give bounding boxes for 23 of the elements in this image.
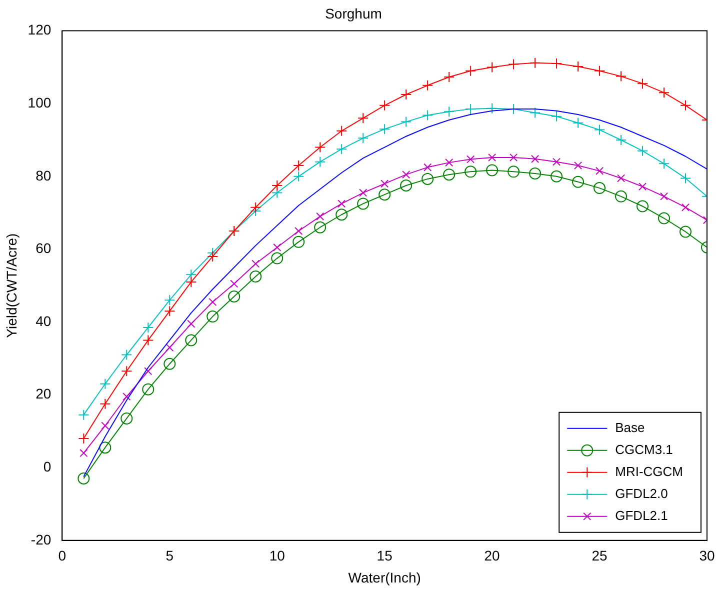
y-tick-label: 20 [36,386,52,402]
x-tick-label: 5 [166,548,174,564]
y-tick-label: 40 [36,312,52,329]
x-tick-label: 30 [699,548,715,564]
legend-label: MRI-CGCM [615,464,684,479]
x-tick-label: 25 [592,548,608,564]
y-tick-label: 100 [28,94,52,110]
legend-label: GFDL2.1 [615,508,668,523]
legend-label: Base [615,420,645,435]
chart-title: Sorghum [325,5,382,22]
legend-label: GFDL2.0 [615,486,668,501]
x-tick-label: 0 [58,548,66,564]
y-tick-label: 120 [28,22,52,38]
y-axis-title: Yield(CWT/Acre) [3,233,20,338]
x-axis-title: Water(Inch) [348,569,421,586]
legend-label: CGCM3.1 [615,442,673,457]
x-tick-label: 20 [484,548,500,564]
y-tick-label: 60 [36,240,52,256]
y-tick-label: -20 [30,531,52,548]
y-tick-label: 80 [36,167,52,184]
x-tick-label: 15 [376,548,393,564]
x-tick-label: 10 [269,548,286,564]
y-tick-label: 0 [43,458,52,474]
